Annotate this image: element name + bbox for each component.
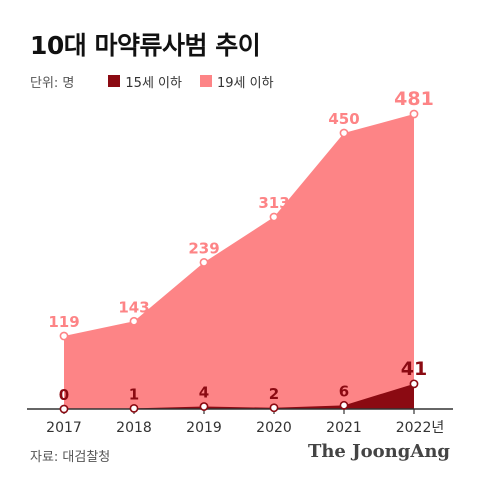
unit-label: 단위: 명 [30,75,75,91]
point-series-1-5 [409,379,419,389]
data-label-series-0-0: 119 [48,313,79,331]
x-tick-label-3: 2020 [256,420,292,436]
data-label-series-0-1: 143 [118,298,149,316]
point-series-0-1 [129,316,139,326]
brand-logo: The JoongAng [307,441,450,462]
area-series-0 [64,114,414,410]
x-tick-label-1: 2018 [116,420,152,436]
x-tick-label-0: 2017 [46,420,82,436]
x-tick-label-4: 2021 [326,420,362,436]
x-tick-label-2: 2019 [186,420,222,436]
point-series-0-2 [199,258,209,267]
legend-label-under-19: 19세 이하 [216,75,274,91]
point-series-0-0 [59,331,69,341]
point-series-0-3 [269,212,279,222]
data-label-series-0-2: 239 [188,239,219,257]
point-series-1-0 [59,404,69,414]
legend-label-under-15: 15세 이하 [125,75,182,91]
legend-item-under-19: 19세 이하 [199,72,274,91]
data-label-series-1-4: 6 [339,382,349,400]
area-series-1 [64,383,414,409]
chart-title: 10대 마약류사범 추이 [30,31,261,60]
data-label-series-1-5: 41 [401,358,427,380]
data-label-series-0-5: 481 [394,88,434,110]
data-label-series-0-4: 450 [328,110,359,128]
legend-swatch-under-19 [199,75,212,87]
legend: 단위: 명 15세 이하 19세 이하 [30,72,292,91]
point-series-1-3 [269,403,279,413]
data-label-series-1-0: 0 [59,386,69,404]
data-label-series-1-3: 2 [269,385,279,403]
point-series-0-4 [339,128,349,138]
point-series-0-5 [409,109,419,119]
x-tick-label-5: 2022년 [396,420,445,436]
data-label-series-1-1: 1 [129,385,139,403]
point-series-1-4 [339,400,349,410]
source-note: 자료: 대검찰청 [30,450,111,465]
data-label-series-1-2: 4 [199,384,209,402]
legend-item-under-15: 15세 이하 [108,72,182,91]
legend-swatch-under-15 [108,75,121,87]
point-series-1-2 [199,402,209,411]
data-label-series-0-3: 313 [258,194,289,212]
point-series-1-1 [129,403,139,413]
